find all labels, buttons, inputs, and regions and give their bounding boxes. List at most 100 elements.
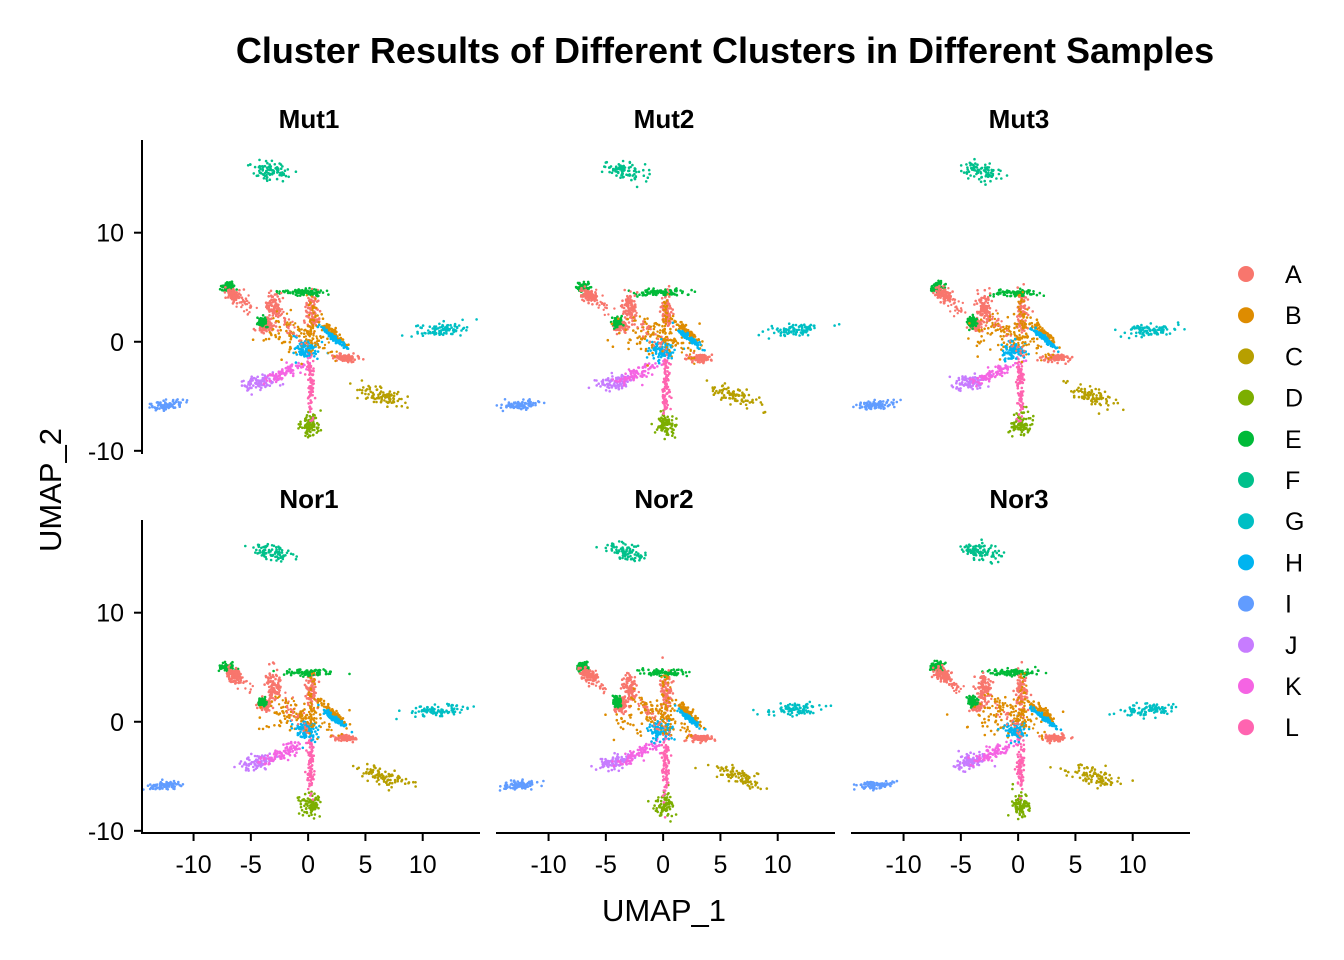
point-F — [628, 174, 631, 177]
point-C — [375, 400, 378, 404]
point-A — [272, 305, 276, 309]
point-I — [536, 400, 540, 403]
point-J — [595, 384, 598, 387]
point-A — [224, 296, 227, 300]
point-K — [618, 379, 622, 383]
point-B — [338, 333, 342, 337]
point-F — [991, 172, 995, 176]
point-H — [697, 347, 701, 351]
point-D — [317, 426, 320, 429]
point-D — [653, 431, 657, 434]
point-G — [1141, 328, 1145, 331]
point-E — [934, 283, 937, 286]
point-B — [688, 353, 692, 356]
point-C — [1080, 395, 1084, 399]
point-A — [268, 318, 272, 321]
point-B — [685, 329, 689, 332]
point-F — [623, 168, 626, 172]
point-A — [595, 288, 598, 291]
point-E — [1032, 290, 1035, 293]
point-B — [693, 362, 696, 365]
point-I — [886, 398, 890, 402]
point-J — [610, 371, 614, 375]
point-G — [442, 331, 446, 335]
point-I — [518, 402, 522, 406]
point-B — [674, 340, 678, 343]
point-I — [164, 398, 168, 401]
point-L — [1019, 408, 1022, 412]
point-E — [219, 284, 223, 288]
point-L — [662, 396, 665, 400]
point-B — [646, 364, 649, 367]
point-B — [307, 349, 311, 352]
point-F — [984, 163, 987, 167]
point-D — [308, 425, 311, 429]
point-L — [669, 407, 672, 411]
point-D — [1015, 412, 1018, 415]
point-L — [307, 402, 310, 405]
point-E — [686, 293, 690, 297]
point-B — [305, 294, 308, 297]
point-K — [291, 374, 295, 378]
point-C — [1114, 398, 1118, 402]
point-B — [642, 326, 645, 329]
point-L — [312, 382, 316, 385]
point-D — [671, 415, 674, 418]
point-B — [665, 345, 668, 349]
point-G — [798, 324, 802, 328]
point-A — [245, 308, 248, 312]
point-C — [1083, 393, 1086, 396]
point-A — [591, 303, 594, 306]
point-A — [226, 288, 230, 292]
point-G — [792, 329, 796, 332]
point-C — [1097, 412, 1101, 415]
point-E — [636, 295, 639, 298]
point-J — [256, 375, 260, 379]
point-D — [1025, 426, 1028, 430]
point-A — [247, 301, 251, 304]
point-I — [868, 404, 872, 407]
point-A — [587, 301, 590, 305]
point-F — [270, 159, 274, 163]
point-K — [273, 378, 276, 381]
point-B — [693, 349, 696, 353]
point-B — [277, 332, 281, 335]
point-B — [666, 293, 669, 296]
point-I — [512, 406, 516, 410]
point-B — [297, 327, 301, 330]
point-A — [626, 296, 630, 299]
point-L — [663, 367, 666, 371]
point-A — [584, 297, 588, 300]
point-F — [614, 170, 618, 173]
point-L — [1020, 380, 1024, 384]
point-A — [1022, 306, 1026, 310]
point-J — [971, 387, 974, 391]
point-F — [259, 167, 262, 171]
point-K — [1003, 371, 1006, 375]
point-K — [971, 381, 975, 385]
point-L — [663, 394, 667, 397]
point-L — [665, 386, 668, 390]
point-B — [681, 341, 685, 345]
point-H — [703, 349, 706, 352]
point-F — [604, 161, 608, 164]
point-E — [663, 290, 667, 294]
point-L — [312, 369, 315, 373]
point-A — [683, 357, 687, 361]
point-C — [715, 389, 718, 393]
point-F — [287, 175, 291, 179]
point-F — [283, 169, 287, 172]
point-L — [666, 403, 669, 407]
point-C — [751, 401, 755, 404]
point-F — [972, 168, 975, 172]
cluster-K — [611, 356, 670, 387]
point-H — [316, 325, 320, 329]
point-B — [288, 334, 291, 338]
point-G — [1173, 328, 1177, 331]
point-D — [1020, 430, 1024, 434]
point-C — [1087, 390, 1091, 394]
point-K — [290, 370, 293, 373]
point-A — [242, 288, 246, 291]
point-H — [294, 361, 298, 364]
point-C — [356, 388, 359, 392]
